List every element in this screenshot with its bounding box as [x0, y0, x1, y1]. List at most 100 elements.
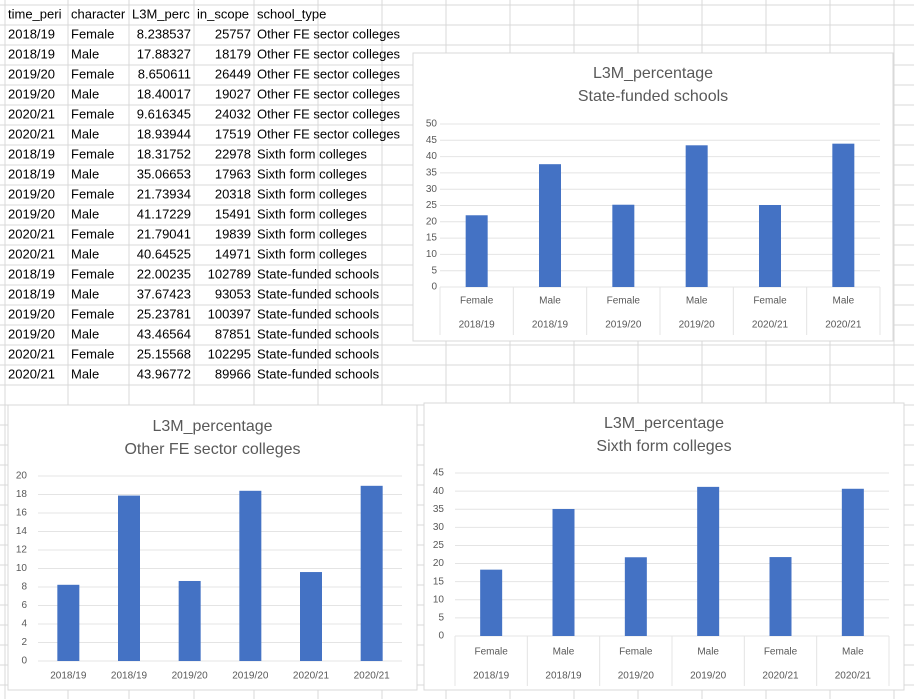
cell: Sixth form colleges — [257, 166, 367, 181]
cell: character — [71, 6, 126, 21]
bar — [697, 486, 720, 636]
y-tick-label: 2 — [21, 637, 27, 648]
cell: Male — [71, 126, 99, 141]
bar — [759, 204, 781, 287]
y-tick-label: 40 — [433, 486, 445, 497]
cell: Female — [71, 346, 114, 361]
x-tick-label: Male — [842, 647, 864, 658]
y-tick-label: 45 — [426, 135, 438, 146]
cell: Male — [71, 326, 99, 341]
y-tick-label: 20 — [16, 471, 28, 482]
x-group-label: 2018/19 — [545, 671, 582, 682]
cell: State-funded schools — [257, 286, 380, 301]
bar — [552, 508, 575, 636]
cell: 25.23781 — [137, 306, 191, 321]
bar — [57, 584, 80, 661]
x-group-label: 2018/19 — [473, 671, 510, 682]
cell: 2020/21 — [8, 366, 55, 381]
y-tick-label: 25 — [433, 540, 445, 551]
chart-subtitle: State-funded schools — [578, 88, 728, 105]
bar — [612, 204, 635, 287]
cell: 21.79041 — [137, 226, 191, 241]
cell: 89966 — [215, 366, 251, 381]
cell: 2020/21 — [8, 246, 55, 261]
bar — [769, 557, 792, 636]
cell: 18.40017 — [137, 86, 191, 101]
cell: 18179 — [215, 46, 251, 61]
chart-title: L3M_percentage — [593, 65, 713, 82]
x-group-label: 2019/20 — [618, 671, 655, 682]
cell: 2018/19 — [8, 146, 55, 161]
chart: L3M_percentage Other FE sector colleges 0 2… — [7, 404, 418, 691]
x-tick-label: 2018/19 — [111, 671, 148, 682]
cell: 20318 — [215, 186, 251, 201]
cell: 26449 — [215, 66, 251, 81]
chart: L3M_percentage Sixth form colleges 0 5 10 15 2… — [423, 402, 905, 691]
cell: 40.64525 — [137, 246, 191, 261]
x-group-label: 2020/21 — [835, 671, 872, 682]
y-tick-label: 40 — [426, 151, 438, 162]
x-tick-label: 2019/20 — [232, 671, 269, 682]
cell: Sixth form colleges — [257, 246, 367, 261]
x-tick-label: Female — [474, 647, 508, 658]
cell: 25.15568 — [137, 346, 191, 361]
bar — [239, 490, 262, 661]
cell: Other FE sector colleges — [257, 86, 401, 101]
cell: Male — [71, 206, 99, 221]
cell: 102789 — [208, 266, 251, 281]
chart: L3M_percentage State-funded schools 0 5 10 15… — [412, 52, 894, 342]
cell: 17963 — [215, 166, 251, 181]
cell: 2019/20 — [8, 66, 55, 81]
bar — [841, 488, 864, 636]
y-tick-label: 8 — [21, 582, 27, 593]
cell: Male — [71, 46, 99, 61]
x-tick-label: Male — [539, 296, 561, 307]
cell: 19839 — [215, 226, 251, 241]
bar — [480, 569, 503, 636]
cell: 2018/19 — [8, 286, 55, 301]
cell: Male — [71, 286, 99, 301]
x-tick-label: 2020/21 — [293, 671, 330, 682]
cell: Other FE sector colleges — [257, 26, 401, 41]
y-tick-label: 6 — [21, 600, 27, 611]
bar — [539, 164, 561, 287]
y-tick-label: 5 — [438, 613, 444, 624]
cell: State-funded schools — [257, 366, 380, 381]
cell: Female — [71, 186, 114, 201]
x-tick-label: 2020/21 — [354, 671, 391, 682]
y-tick-label: 5 — [431, 265, 437, 276]
x-group-label: 2019/20 — [690, 671, 727, 682]
cell: 21.73934 — [137, 186, 191, 201]
cell: Other FE sector colleges — [257, 106, 401, 121]
cell: 17.88327 — [137, 46, 191, 61]
x-group-label: 2020/21 — [752, 320, 789, 331]
cell: 2019/20 — [8, 206, 55, 221]
y-tick-label: 0 — [431, 282, 437, 293]
y-tick-label: 15 — [426, 233, 438, 244]
cell: Sixth form colleges — [257, 226, 367, 241]
cell: State-funded schools — [257, 266, 380, 281]
x-tick-label: Male — [553, 647, 575, 658]
y-tick-label: 50 — [426, 119, 438, 130]
cell: Sixth form colleges — [257, 186, 367, 201]
x-tick-label: 2018/19 — [50, 671, 87, 682]
table: time_peri character L3M_perc in_scope school… — [8, 6, 401, 381]
bar — [178, 580, 201, 661]
cell: 2019/20 — [8, 326, 55, 341]
cell: 25757 — [215, 26, 251, 41]
y-tick-label: 20 — [426, 216, 438, 227]
cell: 102295 — [208, 346, 251, 361]
y-tick-label: 14 — [16, 526, 28, 537]
x-tick-label: Female — [764, 647, 798, 658]
charts: L3M_percentage State-funded schools 0 5 10 15… — [7, 52, 905, 691]
cell: 2020/21 — [8, 106, 55, 121]
cell: 24032 — [215, 106, 251, 121]
y-tick-label: 10 — [426, 249, 438, 260]
cell: Other FE sector colleges — [257, 66, 401, 81]
cell: 41.17229 — [137, 206, 191, 221]
x-tick-label: Female — [607, 296, 641, 307]
y-tick-label: 45 — [433, 468, 445, 479]
y-tick-label: 0 — [438, 631, 444, 642]
cell: 2019/20 — [8, 306, 55, 321]
cell: Female — [71, 66, 114, 81]
